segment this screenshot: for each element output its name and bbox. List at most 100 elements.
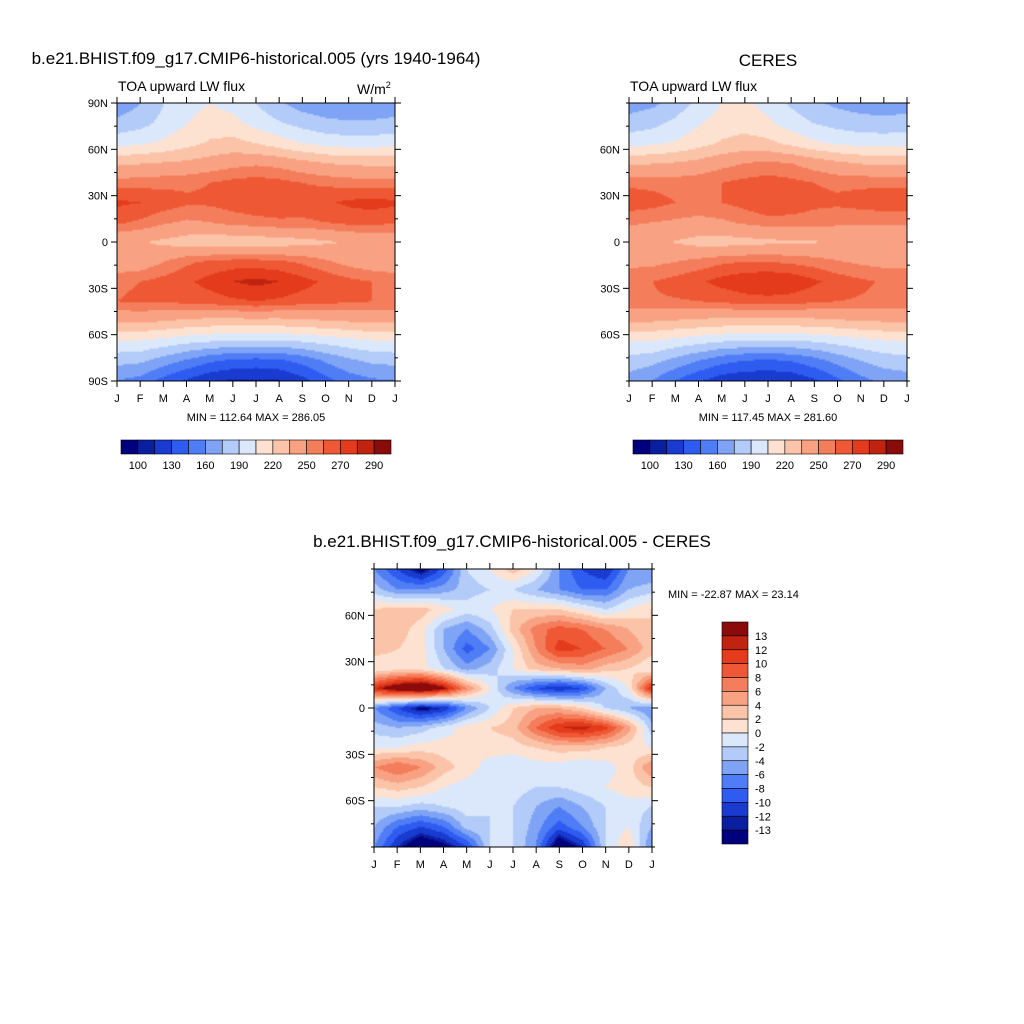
- x-tick-label: O: [321, 393, 330, 405]
- colorbar-label: -8: [755, 784, 765, 796]
- x-tick-label: M: [416, 859, 425, 871]
- colorbar-box: [700, 439, 718, 455]
- colorbar-box: [721, 691, 749, 706]
- x-tick-label: O: [833, 393, 842, 405]
- colorbar-label: -2: [755, 742, 765, 754]
- colorbar-label: 0: [755, 728, 761, 740]
- colorbar-box: [137, 439, 156, 455]
- colorbar-label: -6: [755, 770, 765, 782]
- colorbar-box: [721, 788, 749, 803]
- colorbar-box: [721, 663, 749, 678]
- obs-heatmap: J F M A M J J A S O N D J 60N 30N 0 30S 60S: [600, 97, 913, 405]
- x-tick-label: S: [299, 393, 306, 405]
- x-tick-label: M: [205, 393, 214, 405]
- colorbar-box: [767, 439, 786, 455]
- colorbar-label: -12: [755, 811, 771, 823]
- diff-title: b.e21.BHIST.f09_g17.CMIP6-historical.005…: [313, 532, 711, 551]
- obs-colorbar: 100 130 160 190 220 250 270 290: [632, 439, 904, 472]
- colorbar-label: 2: [755, 714, 761, 726]
- heatmap-raster: [374, 569, 652, 847]
- colorbar-box: [721, 746, 749, 762]
- colorbar-box: [721, 760, 749, 775]
- x-tick-label: D: [880, 393, 888, 405]
- colorbar-label: 130: [674, 460, 692, 472]
- colorbar-box: [721, 774, 749, 789]
- y-tick-label: 0: [359, 703, 365, 715]
- colorbar-label: 220: [776, 460, 794, 472]
- colorbar-box: [733, 439, 752, 455]
- y-tick-label: 60S: [88, 330, 108, 342]
- x-tick-label: J: [253, 393, 259, 405]
- obs-stats: MIN = 117.45 MAX = 281.60: [699, 412, 838, 424]
- colorbar-box: [340, 439, 358, 455]
- colorbar-label: 160: [196, 460, 214, 472]
- colorbar-label: 100: [641, 460, 659, 472]
- colorbar-box: [683, 439, 701, 455]
- y-tick-label: 90N: [88, 98, 108, 110]
- colorbar-label: 160: [708, 460, 726, 472]
- x-tick-label: D: [625, 859, 633, 871]
- colorbar-box: [750, 439, 769, 455]
- colorbar-label: 10: [755, 659, 767, 671]
- x-tick-label: A: [532, 859, 540, 871]
- x-tick-label: J: [114, 393, 120, 405]
- colorbar-box: [721, 635, 749, 651]
- x-tick-label: J: [765, 393, 771, 405]
- y-tick-label: 30S: [600, 283, 620, 295]
- colorbar-box: [721, 802, 749, 817]
- x-tick-label: S: [556, 859, 563, 871]
- y-tick-label: 30S: [88, 283, 108, 295]
- colorbar-box: [721, 815, 749, 831]
- colorbar-label: 220: [264, 460, 282, 472]
- diff-stats: MIN = -22.87 MAX = 23.14: [668, 589, 799, 601]
- colorbar-box: [721, 621, 749, 637]
- x-tick-label: J: [510, 859, 516, 871]
- y-tick-label: 60N: [88, 144, 108, 156]
- colorbar-box: [221, 439, 240, 455]
- obs-subtitle: TOA upward LW flux: [630, 78, 757, 94]
- colorbar-box: [868, 439, 887, 455]
- colorbar-box: [120, 439, 139, 455]
- y-tick-label: 60N: [600, 144, 620, 156]
- colorbar-label: 190: [742, 460, 760, 472]
- x-tick-label: J: [371, 859, 377, 871]
- x-tick-label: A: [440, 859, 448, 871]
- colorbar-box: [721, 829, 749, 845]
- colorbar-label: 290: [365, 460, 383, 472]
- colorbar-box: [721, 649, 749, 664]
- colorbar-box: [835, 439, 853, 455]
- x-tick-label: J: [649, 859, 655, 871]
- y-tick-label: 0: [614, 237, 620, 249]
- colorbar-box: [255, 439, 274, 455]
- x-tick-label: A: [183, 393, 191, 405]
- colorbar-label: 13: [755, 631, 767, 643]
- y-tick-label: 60S: [345, 796, 365, 808]
- colorbar-label: 250: [297, 460, 315, 472]
- colorbar-box: [885, 439, 904, 455]
- y-tick-label: 30N: [600, 191, 620, 203]
- x-tick-label: F: [649, 393, 656, 405]
- x-tick-label: J: [904, 393, 910, 405]
- colorbar-box: [818, 439, 836, 455]
- colorbar-box: [373, 439, 392, 455]
- colorbar-box: [852, 439, 870, 455]
- model-colorbar: 100 130 160 190 220 250 270 290: [120, 439, 392, 472]
- model-heatmap: J F M A M J J A S O N D J 90N 60N 30N 0 30S 60S 90S: [88, 97, 401, 405]
- x-tick-label: M: [671, 393, 680, 405]
- x-tick-label: A: [787, 393, 795, 405]
- colorbar-label: 8: [755, 673, 761, 685]
- colorbar-box: [717, 439, 735, 455]
- colorbar-box: [356, 439, 375, 455]
- colorbar-label: 100: [129, 460, 147, 472]
- x-tick-label: J: [487, 859, 493, 871]
- y-tick-label: 90S: [88, 376, 108, 388]
- colorbar-label: 250: [809, 460, 827, 472]
- colorbar-box: [306, 439, 324, 455]
- x-tick-label: N: [857, 393, 865, 405]
- colorbar-box: [649, 439, 668, 455]
- colorbar-label: 12: [755, 645, 767, 657]
- x-tick-label: S: [811, 393, 818, 405]
- colorbar-box: [171, 439, 189, 455]
- x-tick-label: J: [742, 393, 748, 405]
- diff-colorbar: 13 12 10 86 4 2 0 -2 -4 -6 -8-10 -12 -13: [721, 621, 771, 845]
